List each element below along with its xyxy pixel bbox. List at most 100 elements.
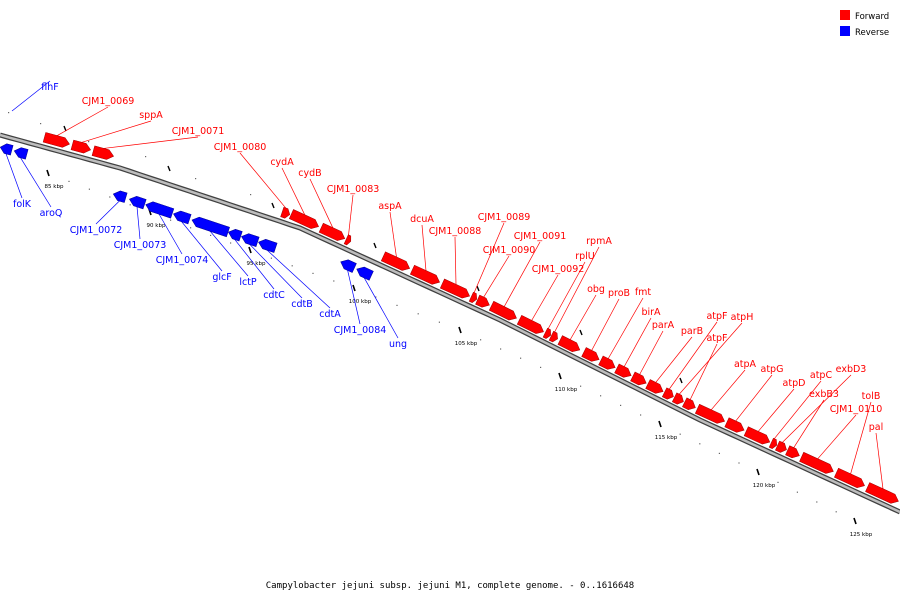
gene-label-dcua: dcuA xyxy=(410,214,434,225)
gene-arrow-fmt xyxy=(598,355,616,370)
minor-tick xyxy=(312,272,314,274)
gene-label-atpd: atpD xyxy=(783,378,806,389)
gene-label-parb: parB xyxy=(681,326,703,337)
major-tick xyxy=(46,169,50,177)
label-leaders xyxy=(5,80,884,490)
gene-label-cjm1_0083: CJM1_0083 xyxy=(327,184,380,195)
gene-arrow-atpc xyxy=(768,437,777,449)
minor-tick xyxy=(8,112,10,114)
gene-arrow-glcf xyxy=(173,210,192,225)
minor-tick xyxy=(796,491,798,493)
gene-label-folk: folK xyxy=(13,199,32,210)
leader-line xyxy=(309,178,334,229)
leader-line xyxy=(607,297,644,360)
minor-tick xyxy=(777,481,779,483)
gene-arrow-cjm1_0091 xyxy=(488,300,517,321)
gene-label-exbb3: exbB3 xyxy=(809,389,839,400)
gene-label-atph: atpH xyxy=(731,312,754,323)
gene-label-cdtc: cdtC xyxy=(263,290,285,301)
gene-arrow-atpf xyxy=(682,397,696,411)
scale-label: 100 kbp xyxy=(349,299,372,305)
gene-label-cydb: cydB xyxy=(298,168,321,179)
gene-arrow-lctp xyxy=(191,216,230,238)
leader-line xyxy=(347,269,361,325)
gene-arrow-parb xyxy=(645,379,664,394)
gene-arrow-cydb xyxy=(318,222,346,241)
gene-label-cjm1_0084: CJM1_0084 xyxy=(334,325,387,336)
gene-label-cjm1_0069: CJM1_0069 xyxy=(82,96,135,107)
minor-tick xyxy=(600,395,602,397)
minor-tick xyxy=(40,123,42,125)
leader-line xyxy=(249,243,303,299)
minor-tick xyxy=(835,511,837,513)
leader-line xyxy=(136,206,141,240)
minor-tick xyxy=(396,304,398,306)
upper-tick xyxy=(167,165,171,172)
leader-line xyxy=(483,255,510,298)
gene-arrow-cjm1_0080 xyxy=(280,206,291,219)
gene-arrow-cjm1_0092 xyxy=(516,314,544,334)
gene-label-rpma: rpmA xyxy=(586,236,612,247)
gene-arrow-aspa xyxy=(380,251,411,271)
leader-line xyxy=(875,432,884,490)
scale-label: 110 kbp xyxy=(555,387,578,393)
gene-arrow-rplu xyxy=(542,327,551,339)
scale-label: 125 kbp xyxy=(850,532,873,538)
leader-line xyxy=(531,274,559,321)
gene-label-cjm1_0110: CJM1_0110 xyxy=(830,404,883,415)
leader-line xyxy=(678,322,743,395)
leader-line xyxy=(710,369,746,411)
minor-tick xyxy=(230,242,232,244)
gene-arrow-cjm1_0090 xyxy=(475,294,490,308)
gene-label-cjm1_0080: CJM1_0080 xyxy=(214,142,267,153)
leader-line xyxy=(757,388,795,432)
gene-arrow-sppa xyxy=(70,139,92,154)
leader-line xyxy=(5,153,23,199)
minor-tick xyxy=(145,156,147,158)
legend: Forward Reverse xyxy=(840,10,889,38)
minor-tick xyxy=(270,257,272,259)
leader-line xyxy=(56,106,109,136)
upper-tick xyxy=(271,202,275,209)
leader-line xyxy=(503,241,541,308)
gene-label-cjm1_0071: CJM1_0071 xyxy=(172,126,225,137)
leader-line xyxy=(850,401,872,475)
minor-tick xyxy=(210,234,212,236)
gene-arrow-cjm1_0088 xyxy=(439,278,470,299)
leader-line xyxy=(781,374,852,443)
leader-line xyxy=(639,330,664,375)
gene-arrows xyxy=(0,132,899,504)
gene-label-glcf: glcF xyxy=(212,272,231,283)
leader-line xyxy=(281,167,306,216)
gene-arrow-cjm1_0072 xyxy=(112,190,128,203)
leader-line xyxy=(103,136,199,149)
gene-arrow-atpf xyxy=(661,387,674,400)
gene-arrow-bira xyxy=(614,363,632,378)
gene-label-sppa: sppA xyxy=(139,110,163,121)
gene-label-cjm1_0090: CJM1_0090 xyxy=(483,245,536,256)
gene-label-obg: obg xyxy=(587,284,605,295)
caption: Campylobacter jejuni subsp. jejuni M1, c… xyxy=(266,581,634,591)
gene-label-cjm1_0073: CJM1_0073 xyxy=(114,240,167,251)
major-tick xyxy=(658,420,662,428)
leader-line xyxy=(11,80,51,112)
upper-tick xyxy=(373,242,377,249)
minor-tick xyxy=(738,462,740,464)
gene-label-atpa: atpA xyxy=(734,359,757,370)
upper-tick xyxy=(476,285,480,292)
leader-line xyxy=(623,317,652,368)
gene-label-rplu: rplU xyxy=(575,251,595,262)
legend-forward-swatch xyxy=(840,10,850,20)
minor-tick xyxy=(520,357,522,359)
genome-backbone xyxy=(0,132,900,515)
minor-tick xyxy=(333,280,335,282)
upper-tick xyxy=(63,125,67,132)
leader-line xyxy=(655,336,693,383)
scale-label: 120 kbp xyxy=(753,483,776,489)
scale-label: 90 kbp xyxy=(147,223,166,229)
gene-label-exbd3: exbD3 xyxy=(836,364,867,375)
leader-line xyxy=(181,221,223,272)
gene-label-cjm1_0088: CJM1_0088 xyxy=(429,226,482,237)
leader-line xyxy=(209,230,249,277)
leader-line xyxy=(547,261,586,330)
